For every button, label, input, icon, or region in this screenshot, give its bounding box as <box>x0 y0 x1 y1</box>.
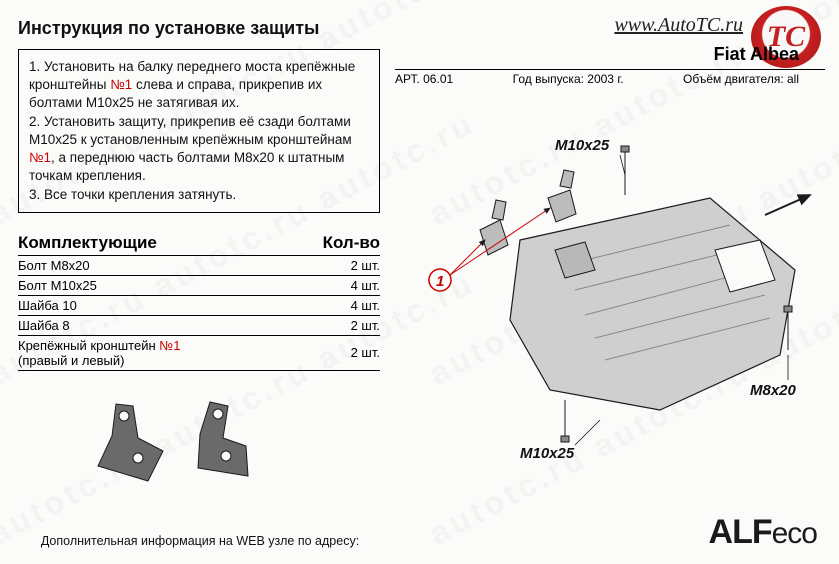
part-name: Шайба 10 <box>18 295 320 315</box>
spec-art: АРТ. 06.01 <box>395 72 453 86</box>
brand-alf: ALF <box>709 513 772 551</box>
table-row: Болт М8х202 шт. <box>18 256 380 276</box>
bracket-left <box>480 200 508 255</box>
label-m10-bot: M10x25 <box>520 445 575 462</box>
right-column: Fiat Albea АРТ. 06.01 Год выпуска: 2003 … <box>395 44 825 86</box>
table-row: Болт М10х254 шт. <box>18 275 380 295</box>
instructions-box: 1. Установить на балку переднего моста к… <box>18 49 380 213</box>
table-row: Шайба 104 шт. <box>18 295 380 315</box>
instr-p3: 3. Все точки крепления затянуть. <box>29 187 236 202</box>
part-qty: 2 шт. <box>320 315 380 335</box>
bracket-right <box>548 170 576 222</box>
parts-header-left: Комплектующие <box>18 233 157 253</box>
parts-table: Болт М8х202 шт. Болт М10х254 шт. Шайба 1… <box>18 256 380 371</box>
label-m10-top: M10x25 <box>555 137 610 154</box>
parts-block: Комплектующие Кол-во Болт М8х202 шт. Бол… <box>18 233 380 496</box>
bracket-no1: №1 <box>159 338 180 353</box>
part-qty: 2 шт. <box>320 335 380 370</box>
table-row: Крепёжный кронштейн №1 (правый и левый) … <box>18 335 380 370</box>
part-qty: 4 шт. <box>320 295 380 315</box>
parts-header: Комплектующие Кол-во <box>18 233 380 256</box>
part-name: Болт М10х25 <box>18 275 320 295</box>
instr-p2a: 2. Установить защиту, прикрепив её сзади… <box>29 114 352 147</box>
brackets-illustration <box>78 381 278 491</box>
page-title: Инструкция по установке защиты <box>18 18 380 39</box>
part-name: Крепёжный кронштейн №1 (правый и левый) <box>18 335 320 370</box>
spec-line: АРТ. 06.01 Год выпуска: 2003 г. Объём дв… <box>395 69 825 86</box>
spec-year: Год выпуска: 2003 г. <box>513 72 624 86</box>
part-name: Шайба 8 <box>18 315 320 335</box>
brand-eco: eco <box>772 517 817 550</box>
diagram: M10x25 M10x25 M8x20 1 <box>400 120 820 480</box>
site-url: www.AutoTC.ru <box>614 14 743 37</box>
direction-arrow <box>765 195 810 215</box>
instr-p2b: , а переднюю часть болтами М8х20 к штатн… <box>29 150 344 183</box>
label-m8: M8x20 <box>750 382 797 399</box>
model-name: Fiat Albea <box>395 44 825 65</box>
left-column: Инструкция по установке защиты 1. Устано… <box>18 18 380 496</box>
bracket-name-b: (правый и левый) <box>18 353 124 368</box>
bracket-name-a: Крепёжный кронштейн <box>18 338 159 353</box>
instr-no1-2: №1 <box>29 150 51 165</box>
brand-logo: ALFeco <box>709 513 817 552</box>
skid-plate <box>510 198 795 410</box>
table-row: Шайба 82 шт. <box>18 315 380 335</box>
part-name: Болт М8х20 <box>18 256 320 276</box>
parts-header-right: Кол-во <box>323 233 380 253</box>
instr-no1: №1 <box>110 77 132 92</box>
callout-1: 1 <box>436 273 444 290</box>
spec-engine: Объём двигателя: all <box>683 72 799 86</box>
part-qty: 4 шт. <box>320 275 380 295</box>
part-qty: 2 шт. <box>320 256 380 276</box>
footer-note: Дополнительная информация на WEB узле по… <box>30 534 370 548</box>
